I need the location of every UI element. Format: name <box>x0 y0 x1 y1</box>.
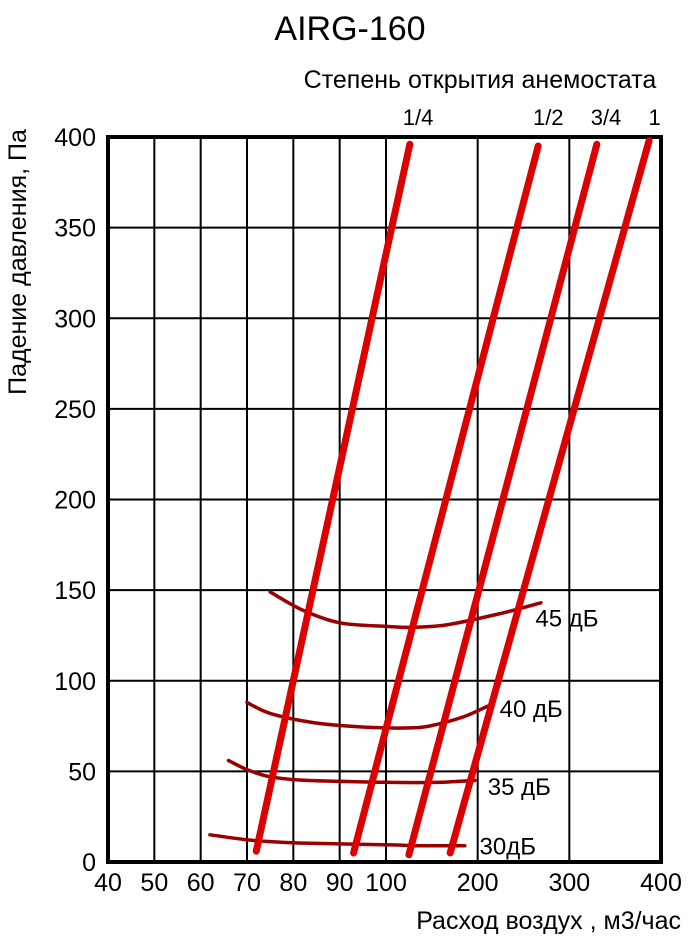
x-tick-label: 300 <box>548 869 590 897</box>
x-tick-label: 40 <box>94 869 122 897</box>
opening-line-1-4 <box>252 140 414 855</box>
x-tick-label: 90 <box>326 869 354 897</box>
x-tick-label: 70 <box>233 869 261 897</box>
y-tick-label: 100 <box>54 668 96 696</box>
x-tick-label: 100 <box>365 869 407 897</box>
noise-curve-label: 45 дБ <box>535 605 598 632</box>
x-tick-label: 200 <box>457 869 499 897</box>
y-axis-title: Падение давления, Па <box>4 129 32 395</box>
y-tick-label: 400 <box>54 124 96 152</box>
plot-border <box>106 135 663 864</box>
x-tick-label: 400 <box>640 869 682 897</box>
y-tick-label: 300 <box>54 305 96 333</box>
x-axis-title: Расход воздух , м3/час <box>416 907 681 935</box>
opening-line-1-2 <box>350 142 542 857</box>
noise-curve-label: 30дБ <box>480 834 536 861</box>
y-tick-label: 150 <box>54 577 96 605</box>
opening-line-3-4 <box>405 140 601 859</box>
noise-curve-30дб <box>208 833 467 848</box>
y-tick-label: 200 <box>54 487 96 515</box>
opening-line-1 <box>446 137 653 857</box>
series-layer <box>208 137 653 859</box>
chart-title: AIRG-160 <box>274 10 425 48</box>
y-tick-label: 250 <box>54 396 96 424</box>
opening-line-label: 1/2 <box>533 105 564 130</box>
x-tick-label: 60 <box>187 869 215 897</box>
noise-curve-35-дб <box>226 758 477 785</box>
grid-layer <box>106 135 663 864</box>
y-tick-label: 350 <box>54 215 96 243</box>
opening-line-label: 3/4 <box>591 105 622 130</box>
x-tick-label: 80 <box>279 869 307 897</box>
y-tick-label: 0 <box>82 849 96 877</box>
opening-line-label: 1/4 <box>403 105 434 130</box>
x-tick-label: 50 <box>140 869 168 897</box>
y-tick-label: 50 <box>68 758 96 786</box>
opening-line-label: 1 <box>648 105 660 130</box>
label-layer: 40 50 60 70 80 90 100 200 300 400 0 50 100 150 200 250 3… <box>54 105 682 897</box>
noise-curve-label: 40 дБ <box>500 696 563 723</box>
noise-curve-label: 35 дБ <box>488 774 551 801</box>
chart-subtitle: Степень открытия анемостата <box>304 66 657 94</box>
